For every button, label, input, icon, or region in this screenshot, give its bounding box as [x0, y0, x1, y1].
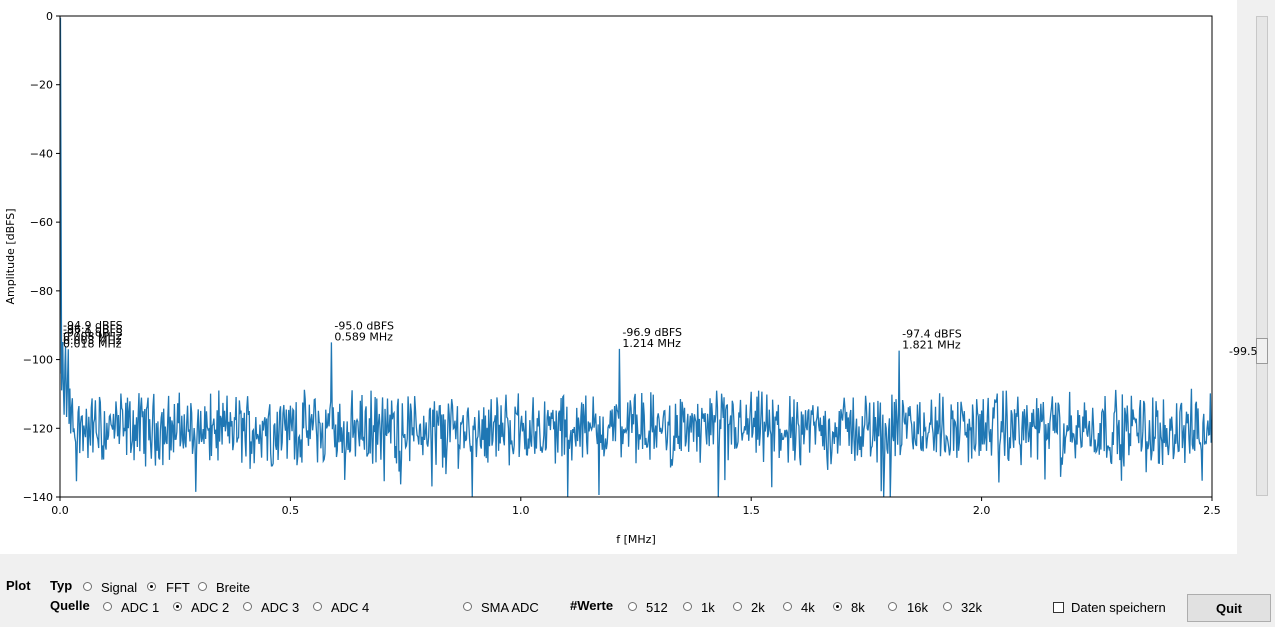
werte-option-2k-label: 2k	[751, 600, 765, 615]
typ-option-fft-label: FFT	[166, 580, 190, 595]
threshold-slider-value: -99.5	[1229, 345, 1258, 359]
y-tick-label: −20	[30, 79, 53, 92]
x-tick-label: 0.5	[282, 504, 300, 517]
quelle-option-adc3-label: ADC 3	[261, 600, 300, 615]
peak-annotation-level: -96.9 dBFS	[622, 326, 682, 339]
peak-annotation-frequency: 0.018 MHz	[63, 337, 122, 350]
werte-option-1k-label: 1k	[701, 600, 715, 615]
werte-radio-1k[interactable]	[683, 602, 692, 611]
quelle-radio-adc3[interactable]	[243, 602, 252, 611]
peak-annotation-level: -97.0 dBFS	[63, 326, 123, 339]
peak-annotation-frequency: 0.003 MHz	[63, 334, 122, 347]
sma-adc-label: SMA ADC	[481, 600, 539, 615]
x-tick-label: 0.0	[51, 504, 69, 517]
werte-radio-2k[interactable]	[733, 602, 742, 611]
werte-radio-16k[interactable]	[888, 602, 897, 611]
y-tick-label: −80	[30, 285, 53, 298]
peak-annotation-level: -97.4 dBFS	[902, 328, 962, 341]
x-tick-label: 1.0	[512, 504, 530, 517]
typ-radio-breite[interactable]	[198, 582, 207, 591]
y-axis-label: Amplitude [dBFS]	[4, 208, 17, 304]
x-axis-label: f [MHz]	[616, 533, 656, 546]
daten-speichern-checkbox[interactable]	[1053, 602, 1064, 613]
sma-adc-radio[interactable]	[463, 602, 472, 611]
y-tick-label: −100	[23, 354, 53, 367]
werte-option-512-label: 512	[646, 600, 668, 615]
werte-option-4k-label: 4k	[801, 600, 815, 615]
axes-frame	[59, 15, 1213, 498]
y-tick-label: 0	[46, 10, 53, 23]
werte-radio-4k[interactable]	[783, 602, 792, 611]
y-tick-label: −140	[23, 491, 53, 504]
typ-option-breite-label: Breite	[216, 580, 250, 595]
quelle-radio-adc4[interactable]	[313, 602, 322, 611]
fft-chart: 0.0 0.5 1.0 1.5 2.0 2.5 0 −20 −40 −60 −80 −100 −120 −…	[4, 10, 1221, 546]
typ-option-signal-label: Signal	[101, 580, 138, 595]
y-tick-label: −40	[30, 147, 53, 160]
quelle-option-adc4-label: ADC 4	[331, 600, 370, 615]
threshold-slider-thumb[interactable]	[1256, 338, 1268, 365]
peak-annotation-frequency: 0.589 MHz	[334, 330, 393, 343]
peak-annotation-level: -94.9 dBFS	[63, 319, 123, 332]
y-tick-label: −60	[30, 216, 53, 229]
werte-radio-512[interactable]	[628, 602, 637, 611]
peak-annotation-frequency: 1.821 MHz	[902, 339, 961, 352]
typ-radio-fft[interactable]	[147, 582, 156, 591]
spectrum-line	[60, 17, 1212, 497]
werte-radio-32k[interactable]	[943, 602, 952, 611]
quelle-option-adc2-label: ADC 2	[191, 600, 230, 615]
threshold-slider-track[interactable]	[1256, 16, 1268, 496]
peak-annotation-level: -96.1 dBFS	[63, 323, 123, 336]
x-tick-label: 1.5	[742, 504, 760, 517]
typ-label: Typ	[50, 578, 73, 593]
daten-speichern-label: Daten speichern	[1071, 600, 1166, 615]
werte-option-16k-label: 16k	[907, 600, 928, 615]
typ-radio-signal[interactable]	[83, 582, 92, 591]
x-tick-label: 2.0	[973, 504, 991, 517]
plot-label: Plot	[6, 578, 31, 593]
peak-annotation-frequency: 0.008 MHz	[63, 330, 122, 343]
x-tick-label: 2.5	[1203, 504, 1221, 517]
werte-option-32k-label: 32k	[961, 600, 982, 615]
quelle-radio-adc1[interactable]	[103, 602, 112, 611]
quelle-radio-adc2[interactable]	[173, 602, 182, 611]
werte-label: #Werte	[570, 598, 614, 613]
werte-option-8k-label: 8k	[851, 600, 865, 615]
quit-button[interactable]: Quit	[1187, 594, 1271, 622]
peak-annotation-level: -95.0 dBFS	[334, 319, 394, 332]
quelle-label: Quelle	[50, 598, 90, 613]
peak-annotation-frequency: 1.214 MHz	[622, 337, 681, 350]
y-tick-label: −120	[23, 422, 53, 435]
quelle-option-adc1-label: ADC 1	[121, 600, 160, 615]
plot-area: 0.0 0.5 1.0 1.5 2.0 2.5 0 −20 −40 −60 −80 −100 −120 −…	[0, 0, 1237, 554]
werte-radio-8k[interactable]	[833, 602, 842, 611]
